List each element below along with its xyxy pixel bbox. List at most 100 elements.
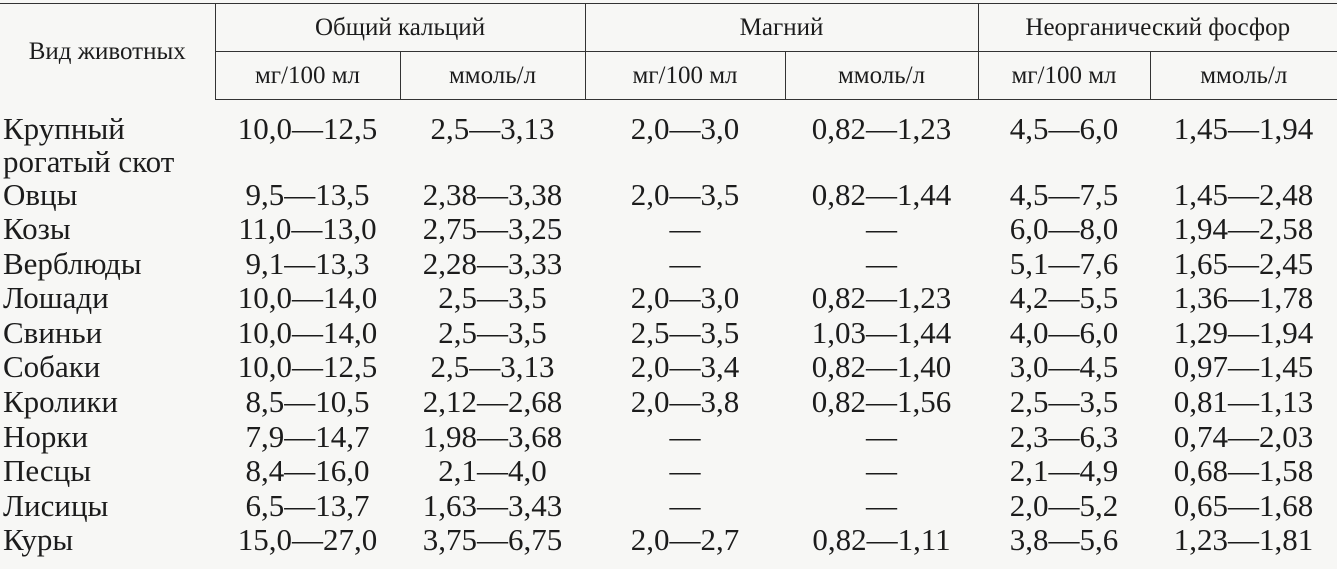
value-cell: 10,0—12,5 <box>237 111 378 146</box>
value-cell: 2,75—3,25 <box>422 211 563 247</box>
value-cell: 0,74—2,03 <box>1173 418 1314 454</box>
value-cell: 10,0—12,5 <box>237 349 378 385</box>
value-cell: 9,1—13,3 <box>245 245 370 281</box>
value-cell: 0,82—1,23 <box>811 111 952 146</box>
table-row: Собаки 10,0—12,5 2,5—3,13 2,0—3,4 0,82—1,40 3… <box>0 350 1337 385</box>
value-cell: — <box>669 245 701 281</box>
value-cell: — <box>669 453 701 489</box>
value-cell: 2,0—2,7 <box>630 522 740 558</box>
table-row: Песцы 8,4—16,0 2,1—4,0 — — 2,1—4,9 0,68—1,58 <box>0 454 1337 489</box>
value-cell: — <box>669 418 701 454</box>
value-cell: — <box>669 487 701 523</box>
value-cell: 8,5—10,5 <box>245 384 370 420</box>
table-row: Лисицы 6,5—13,7 1,63—3,43 — — 2,0—5,2 0,65—1,6… <box>0 489 1337 524</box>
value-cell: 2,3—6,3 <box>1009 418 1119 454</box>
value-cell: 5,1—7,6 <box>1009 245 1119 281</box>
header-row: Вид животных Общий кальций Магний Неорга… <box>0 3 1337 100</box>
animal-name: Лисицы <box>3 487 109 523</box>
value-cell: 10,0—14,0 <box>237 280 378 316</box>
value-cell: — <box>866 487 898 523</box>
value-cell: 2,0—3,8 <box>630 384 740 420</box>
value-cell: 1,45—2,48 <box>1173 176 1314 212</box>
value-cell: 2,0—3,5 <box>630 176 740 212</box>
value-cell: 6,5—13,7 <box>245 487 370 523</box>
value-cell: 0,65—1,68 <box>1173 487 1314 523</box>
animal-name: Собаки <box>3 349 101 385</box>
animal-name: Верблюды <box>3 245 142 281</box>
value-cell: — <box>669 211 701 247</box>
group-header: Неорганический фосфор <box>978 3 1337 52</box>
value-cell: 6,0—8,0 <box>1009 211 1119 247</box>
page: Вид животных Общий кальций Магний Неорга… <box>0 3 1337 569</box>
animal-name: Куры <box>3 522 74 558</box>
value-cell: 0,68—1,58 <box>1173 453 1314 489</box>
value-cell: — <box>866 211 898 247</box>
table-row: Норки 7,9—14,7 1,98—3,68 — — 2,3—6,3 0,74—2,03 <box>0 420 1337 455</box>
value-cell: 2,5—3,5 <box>630 314 740 350</box>
value-cell: 2,1—4,9 <box>1009 453 1119 489</box>
animal-name: Лошади <box>3 280 109 316</box>
animal-name: Козы <box>3 211 71 247</box>
table-row: Куры 15,0—27,0 3,75—6,75 2,0—2,7 0,82—1,11 3,… <box>0 523 1337 558</box>
group-header: Магний <box>585 3 979 52</box>
value-cell: 2,28—3,33 <box>422 245 563 281</box>
corner-header: Вид животных <box>0 3 216 100</box>
table-row: Свиньи 10,0—14,0 2,5—3,5 2,5—3,5 1,03—1,44 4,… <box>0 316 1337 351</box>
value-cell: 4,0—6,0 <box>1009 314 1119 350</box>
value-cell: 4,5—7,5 <box>1009 176 1119 212</box>
unit-header: мг/100 мл <box>215 51 401 100</box>
value-cell: 2,5—3,5 <box>1009 384 1119 420</box>
data-table: Вид животных Общий кальций Магний Неорга… <box>0 3 1337 558</box>
value-cell: 2,1—4,0 <box>438 453 547 489</box>
value-cell: 0,82—1,23 <box>811 280 952 316</box>
header-row: мг/100 мл ммоль/л мг/100 мл ммоль/л мг/100 м… <box>0 51 1337 100</box>
value-cell: 3,8—5,6 <box>1009 522 1119 558</box>
value-cell: 2,5—3,13 <box>430 349 555 385</box>
value-cell: 2,5—3,13 <box>430 111 555 146</box>
value-cell: 4,2—5,5 <box>1009 280 1119 316</box>
value-cell: 2,12—2,68 <box>422 384 563 420</box>
value-cell: — <box>866 418 898 454</box>
animal-name: Кролики <box>3 384 118 420</box>
table-row: Верблюды 9,1—13,3 2,28—3,33 — — 5,1—7,6 1,65—2… <box>0 247 1337 282</box>
animal-name: Свиньи <box>3 314 103 350</box>
value-cell: 8,4—16,0 <box>245 453 370 489</box>
value-cell: 0,82—1,11 <box>812 522 951 558</box>
value-cell: 1,63—3,43 <box>422 487 563 523</box>
unit-header: мг/100 мл <box>585 51 786 100</box>
group-header: Общий кальций <box>215 3 586 52</box>
value-cell: 1,94—2,58 <box>1173 211 1314 247</box>
value-cell: 11,0—13,0 <box>238 211 377 247</box>
table-row: Козы 11,0—13,0 2,75—3,25 — — 6,0—8,0 1,94—2,58 <box>0 212 1337 247</box>
value-cell: 1,36—1,78 <box>1173 280 1314 316</box>
value-cell: 2,5—3,5 <box>438 280 547 316</box>
value-cell: 1,98—3,68 <box>422 418 563 454</box>
animal-name: Норки <box>3 418 89 454</box>
value-cell: 1,03—1,44 <box>811 314 952 350</box>
value-cell: 10,0—14,0 <box>237 314 378 350</box>
value-cell: 1,65—2,45 <box>1173 245 1314 281</box>
value-cell: 0,82—1,44 <box>811 176 952 212</box>
animal-name: Песцы <box>3 453 92 489</box>
value-cell: — <box>866 453 898 489</box>
value-cell: — <box>866 245 898 281</box>
value-cell: 7,9—14,7 <box>245 418 370 454</box>
value-cell: 0,82—1,40 <box>811 349 952 385</box>
value-cell: 2,0—3,0 <box>630 111 740 146</box>
unit-header: ммоль/л <box>400 51 586 100</box>
value-cell: 3,0—4,5 <box>1009 349 1119 385</box>
animal-name: Овцы <box>3 176 78 212</box>
table-row: Кролики 8,5—10,5 2,12—2,68 2,0—3,8 0,82—1,56… <box>0 385 1337 420</box>
table-row: Лошади 10,0—14,0 2,5—3,5 2,0—3,0 0,82—1,23 4,… <box>0 281 1337 316</box>
unit-header: мг/100 мл <box>978 51 1151 100</box>
table-body: Крупный рогатый скот 10,0—12,5 2,5—3,13 2,0… <box>0 100 1337 559</box>
value-cell: 0,82—1,56 <box>811 384 952 420</box>
table-row: Крупный рогатый скот 10,0—12,5 2,5—3,13 2,0… <box>0 100 1337 178</box>
unit-header: ммоль/л <box>1150 51 1337 100</box>
value-cell: 1,45—1,94 <box>1173 111 1314 146</box>
unit-header: ммоль/л <box>785 51 979 100</box>
value-cell: 4,5—6,0 <box>1009 111 1119 146</box>
value-cell: 2,0—3,0 <box>630 280 740 316</box>
value-cell: 3,75—6,75 <box>422 522 563 558</box>
table-row: Овцы 9,5—13,5 2,38—3,38 2,0—3,5 0,82—1,44 4,5… <box>0 178 1337 213</box>
